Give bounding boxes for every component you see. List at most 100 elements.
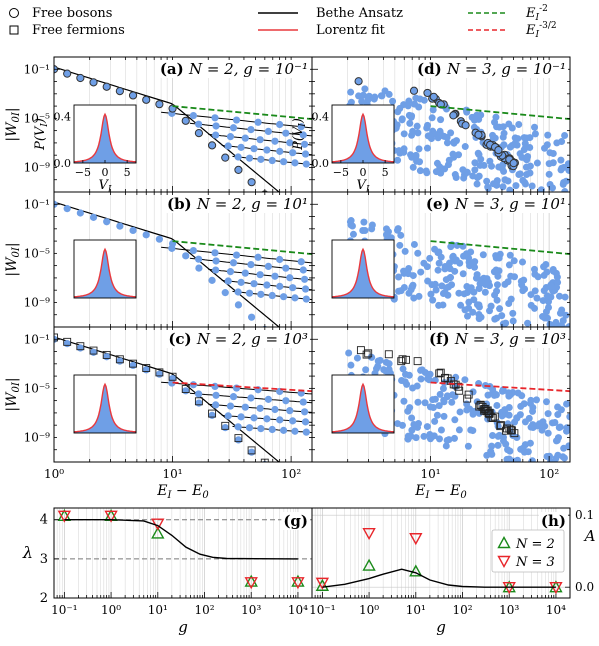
boson-point bbox=[452, 137, 460, 145]
boson-point bbox=[563, 424, 570, 432]
boson-point bbox=[461, 121, 470, 130]
boson-point bbox=[415, 292, 423, 300]
y-tick-label: 0.0 bbox=[575, 580, 594, 594]
boson-point bbox=[533, 294, 541, 302]
boson-point bbox=[299, 398, 307, 406]
legend-box bbox=[491, 529, 565, 573]
boson-point bbox=[495, 431, 503, 439]
boson-point bbox=[291, 159, 299, 167]
boson-point bbox=[297, 123, 305, 131]
inset-y-tick-label: 0.0 bbox=[54, 157, 72, 170]
boson-point bbox=[245, 424, 254, 432]
boson-point bbox=[234, 153, 242, 161]
boson-point bbox=[562, 177, 570, 185]
boson-point bbox=[407, 432, 415, 440]
boson-point bbox=[475, 151, 483, 159]
boson-point bbox=[506, 251, 514, 259]
boson-point bbox=[279, 426, 288, 434]
panel-e: (e) N = 3, g = 10¹ bbox=[311, 191, 571, 328]
boson-point bbox=[426, 403, 434, 411]
x-tick-label: 10⁻¹ bbox=[51, 603, 77, 617]
legend-entry: Free bosons bbox=[9, 6, 112, 21]
boson-point bbox=[271, 137, 279, 145]
data-layer bbox=[54, 333, 312, 491]
boson-point bbox=[539, 313, 547, 321]
fermion-point bbox=[142, 364, 151, 372]
boson-point bbox=[282, 129, 290, 137]
x-tick-label: 10⁰ bbox=[44, 467, 64, 481]
power-law-minus-2 bbox=[172, 240, 312, 255]
boson-point bbox=[234, 423, 242, 431]
boson-point bbox=[440, 412, 448, 420]
boson-point bbox=[439, 385, 447, 393]
n3-marker bbox=[57, 510, 72, 523]
boson-point bbox=[412, 152, 420, 160]
inset-y-tick-label: 0.4 bbox=[312, 111, 330, 124]
n2-marker bbox=[409, 564, 423, 577]
boson-point bbox=[364, 96, 372, 104]
n2-marker bbox=[291, 574, 305, 587]
boson-point bbox=[426, 254, 434, 262]
boson-point bbox=[250, 280, 258, 288]
fermion-point bbox=[208, 409, 217, 418]
fermion-point bbox=[288, 484, 295, 491]
boson-point bbox=[432, 286, 440, 294]
boson-point bbox=[496, 305, 504, 313]
boson-point bbox=[554, 411, 562, 419]
boson-point bbox=[440, 396, 448, 404]
boson-point bbox=[221, 153, 230, 162]
boson-point bbox=[142, 366, 150, 374]
boson-point bbox=[63, 340, 71, 348]
boson-point bbox=[297, 258, 305, 266]
inset-x-tick-label: 5 bbox=[382, 166, 389, 179]
boson-point bbox=[557, 322, 565, 327]
legend-marker bbox=[497, 536, 511, 549]
boson-point bbox=[291, 294, 299, 302]
boson-point bbox=[435, 301, 443, 309]
fermion-point bbox=[443, 374, 452, 383]
boson-point bbox=[182, 252, 190, 260]
boson-point bbox=[437, 426, 445, 434]
boson-point bbox=[443, 139, 451, 147]
boson-point bbox=[189, 246, 198, 255]
boson-point bbox=[520, 400, 528, 408]
boson-point bbox=[561, 131, 569, 139]
boson-point bbox=[116, 357, 124, 365]
inset-frame bbox=[73, 374, 137, 434]
fermion-point bbox=[384, 350, 393, 359]
boson-point bbox=[505, 455, 513, 462]
inset bbox=[73, 374, 137, 434]
boson-point bbox=[431, 417, 439, 425]
boson-point bbox=[250, 414, 258, 422]
fermion-point bbox=[76, 342, 85, 351]
boson-point bbox=[282, 397, 290, 405]
boson-point bbox=[412, 434, 420, 442]
boson-point bbox=[385, 365, 393, 373]
boson-point bbox=[286, 139, 294, 147]
boson-point bbox=[207, 141, 217, 150]
boson-point bbox=[221, 289, 229, 297]
inset-x-tick-label: 0 bbox=[102, 166, 109, 179]
boson-point bbox=[431, 280, 439, 288]
boson-point bbox=[299, 131, 307, 139]
boson-point bbox=[504, 389, 512, 397]
boson-point bbox=[471, 159, 479, 167]
boson-point bbox=[473, 174, 481, 182]
fermion-point bbox=[63, 337, 72, 346]
boson-point bbox=[348, 222, 356, 230]
boson-point bbox=[229, 393, 238, 401]
boson-point bbox=[531, 123, 539, 131]
boson-point bbox=[264, 395, 272, 403]
boson-point bbox=[469, 427, 477, 435]
boson-point bbox=[189, 111, 198, 120]
boson-point bbox=[234, 165, 243, 175]
boson-point bbox=[264, 262, 272, 270]
boson-point bbox=[477, 111, 485, 119]
x-tick-label: 10¹ bbox=[406, 603, 426, 617]
boson-point bbox=[362, 366, 370, 374]
boson-point bbox=[493, 281, 501, 289]
boson-point bbox=[194, 128, 204, 138]
boson-point bbox=[428, 114, 436, 122]
